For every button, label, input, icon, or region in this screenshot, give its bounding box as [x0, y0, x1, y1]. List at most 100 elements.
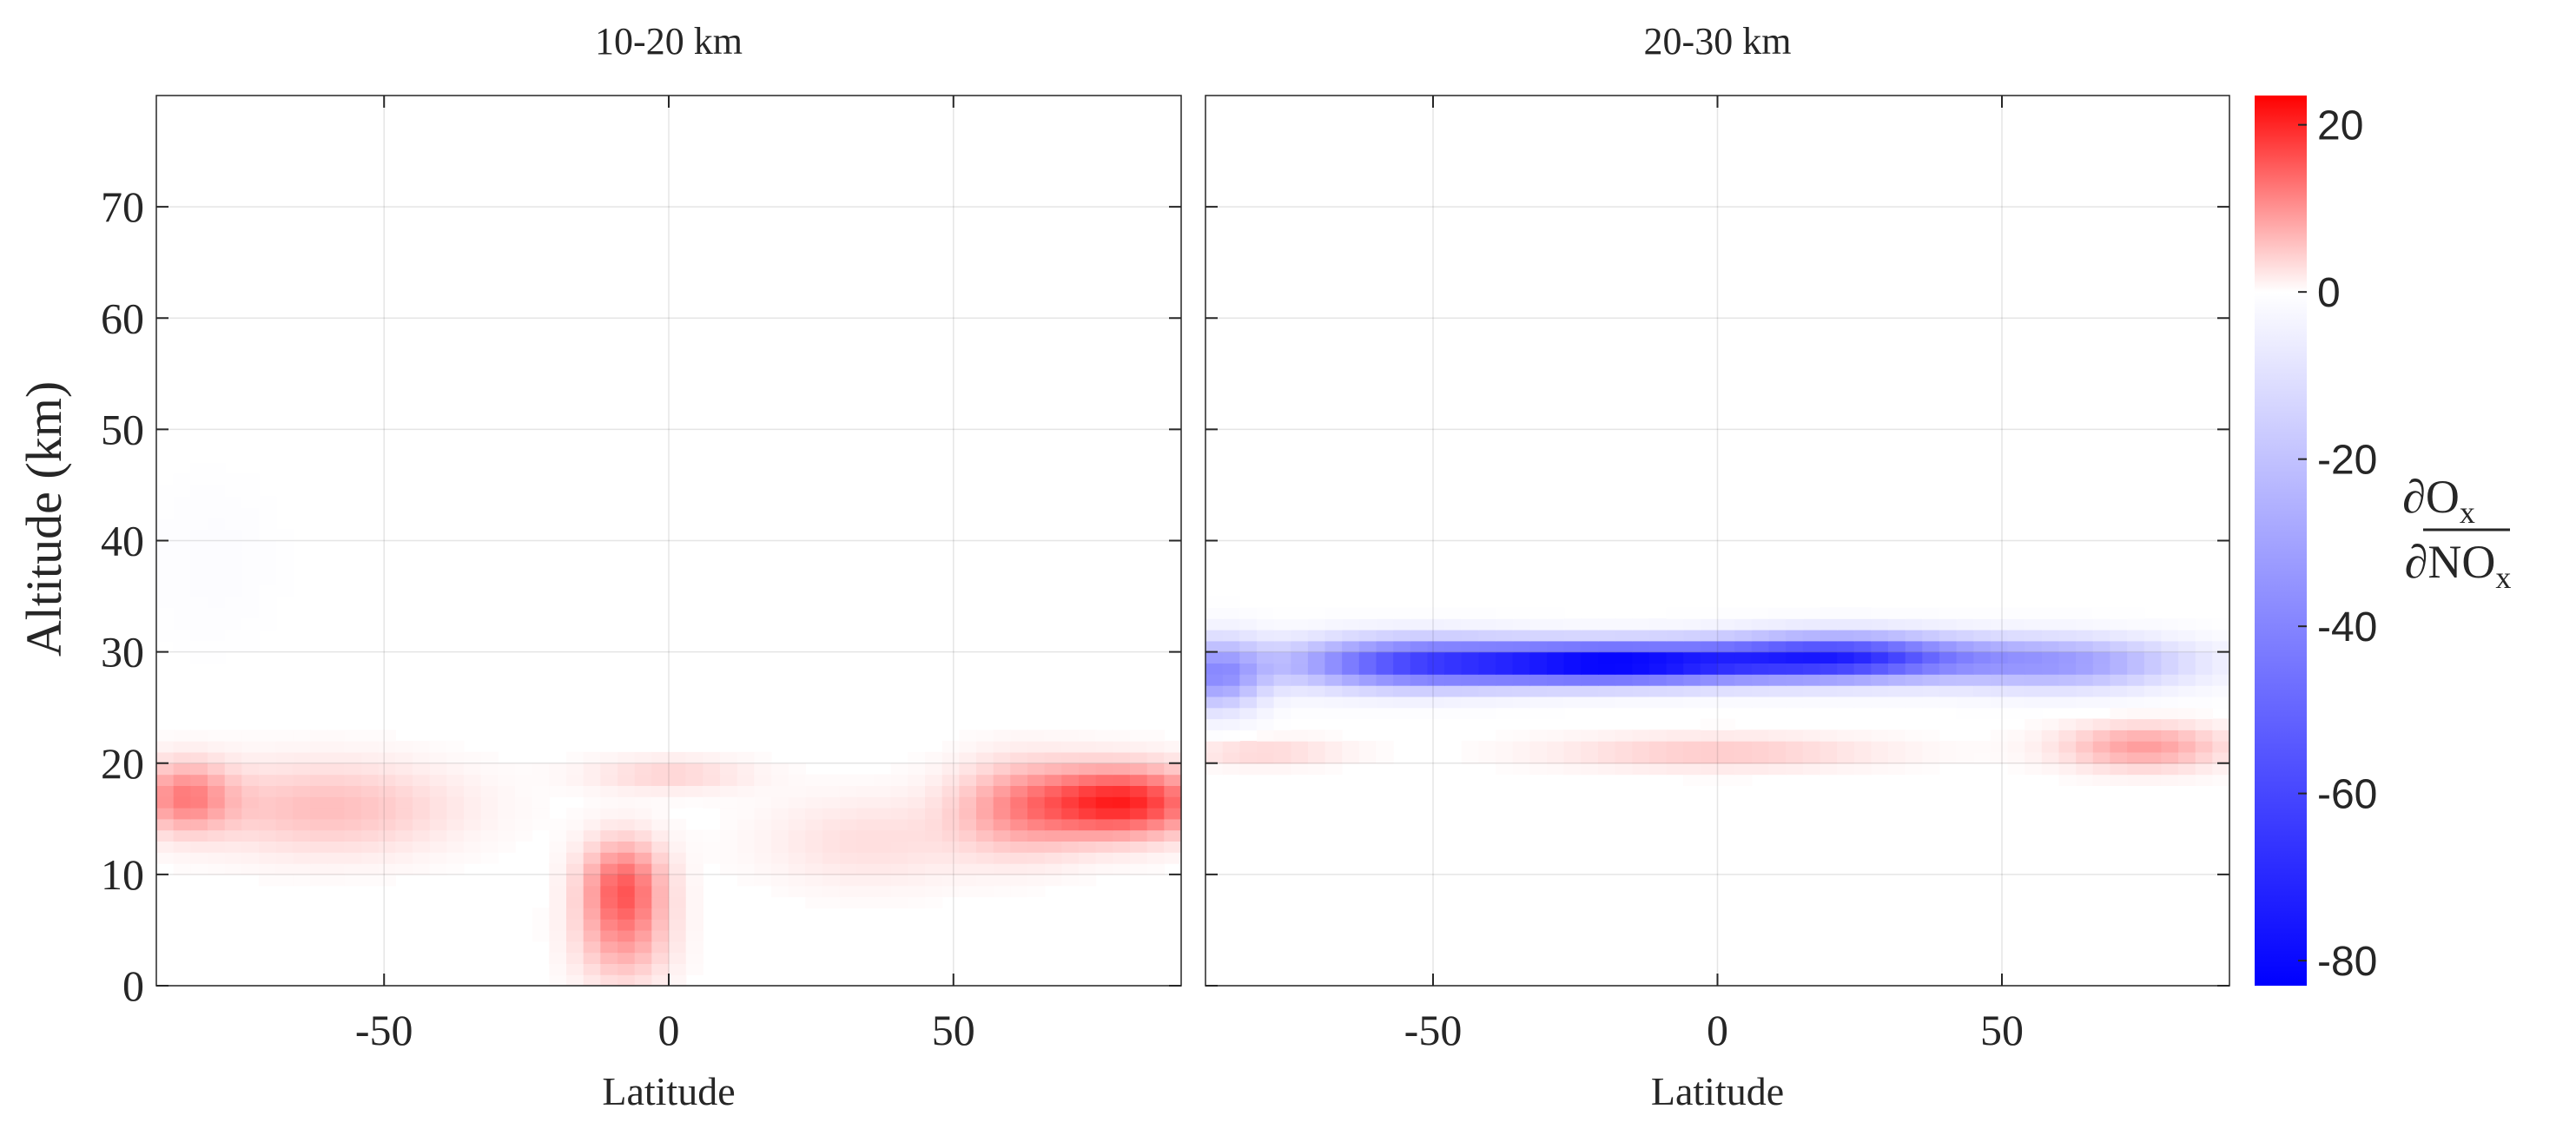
colorbar-tick-label: -40 [2317, 604, 2377, 650]
heatmap-cell [822, 841, 841, 853]
heatmap-cell [1512, 707, 1530, 720]
heatmap-cell [1164, 818, 1182, 831]
heatmap-cell [959, 885, 977, 898]
heatmap-cell [480, 841, 499, 853]
heatmap-cell [1027, 841, 1046, 853]
heatmap-cell [2127, 607, 2145, 619]
heatmap-cell [1529, 651, 1548, 664]
heatmap-cell [1922, 607, 1940, 619]
heatmap-cell [344, 852, 362, 864]
heatmap-cell [1871, 640, 1889, 653]
heatmap-cell [908, 763, 926, 776]
heatmap-cell [1257, 696, 1275, 709]
heatmap-cell [2212, 718, 2230, 730]
heatmap-cell [1079, 829, 1097, 842]
heatmap-cell [173, 551, 191, 564]
heatmap-cell [1853, 674, 1872, 686]
heatmap-cell [1376, 618, 1394, 631]
heatmap-cell [993, 751, 1011, 764]
heatmap-cell [839, 808, 857, 820]
heatmap-cell [2161, 630, 2179, 642]
heatmap-cell [634, 941, 652, 954]
heatmap-cell [1324, 663, 1343, 675]
heatmap-cell [156, 763, 175, 776]
heatmap-cell [583, 852, 601, 864]
heatmap-cell [1427, 651, 1445, 664]
heatmap-cell [1027, 763, 1046, 776]
heatmap-cell [378, 751, 396, 764]
heatmap-cell [1427, 674, 1445, 686]
heatmap-cell [208, 852, 226, 864]
heatmap-cell [2024, 674, 2043, 686]
heatmap-cell [1239, 707, 1258, 720]
heatmap-cell [446, 774, 465, 786]
heatmap-cell [1547, 763, 1565, 776]
heatmap-cell [1939, 651, 1958, 664]
heatmap-cell [788, 874, 806, 887]
heatmap-cell [1257, 685, 1275, 697]
heatmap-cell [618, 874, 636, 887]
heatmap-cell [1837, 696, 1855, 709]
heatmap-cell [1990, 751, 2009, 764]
heatmap-cell [583, 841, 601, 853]
heatmap-cell [1239, 651, 1258, 664]
heatmap-cell [1871, 618, 1889, 631]
heatmap-cell [1802, 741, 1821, 753]
heatmap-cell [1837, 763, 1855, 776]
heatmap-cell [1427, 640, 1445, 653]
heatmap-cell [2007, 707, 2025, 720]
heatmap-cell [618, 885, 636, 898]
heatmap-cell [1632, 640, 1650, 653]
colorbar-ticks: 200-20-40-60-80 [2298, 103, 2377, 985]
heatmap-cell [1342, 707, 1360, 720]
heatmap-cell [1113, 751, 1131, 764]
heatmap-cell [669, 963, 687, 975]
heatmap-cell [259, 852, 277, 864]
heatmap-cell [1581, 741, 1599, 753]
heatmap-cell [1205, 640, 1224, 653]
heatmap-cell [2178, 651, 2196, 664]
heatmap-cell [1734, 663, 1753, 675]
heatmap-cell [190, 863, 208, 875]
heatmap-cell [1164, 829, 1182, 842]
heatmap-cell [395, 796, 413, 809]
grid-lines [1205, 96, 2229, 987]
heatmap-cell [1342, 618, 1360, 631]
heatmap-cell [293, 808, 311, 820]
heatmap-cell [1563, 730, 1582, 742]
heatmap-cell [480, 829, 499, 842]
heatmap-cell [2024, 618, 2043, 631]
heatmap-cell [2058, 674, 2077, 686]
heatmap-cell [208, 473, 226, 485]
heatmap-cell [173, 796, 191, 809]
heatmap-cell [1888, 741, 1906, 753]
heatmap-cell [2058, 774, 2077, 786]
heatmap-cell [1291, 696, 1309, 709]
heatmap-cell [156, 796, 175, 809]
heatmap-cell [293, 796, 311, 809]
heatmap-cell [2195, 685, 2213, 697]
heatmap-cell [413, 774, 431, 786]
heatmap-cell [429, 796, 447, 809]
heatmap-cell [1496, 640, 1514, 653]
heatmap-cell [2024, 718, 2043, 730]
heatmap-cell [1581, 685, 1599, 697]
heatmap-cell [1751, 696, 1770, 709]
heatmap-cell [1666, 751, 1684, 764]
heatmap-cell [515, 763, 533, 776]
heatmap-cell [549, 785, 567, 797]
heatmap-cell [1496, 674, 1514, 686]
heatmap-cell [2161, 685, 2179, 697]
heatmap-cell [618, 963, 636, 975]
heatmap-cell [1632, 663, 1650, 675]
heatmap-cell [2161, 618, 2179, 631]
heatmap-cell [1648, 618, 1668, 631]
heatmap-cell [1496, 618, 1514, 631]
heatmap-cell [2092, 751, 2111, 764]
heatmap-cell [275, 551, 294, 564]
heatmap-cell [2212, 640, 2230, 653]
heatmap-cell [976, 885, 994, 898]
heatmap-cell [2195, 663, 2213, 675]
heatmap-cell [566, 874, 585, 887]
heatmap-cell [327, 730, 345, 742]
